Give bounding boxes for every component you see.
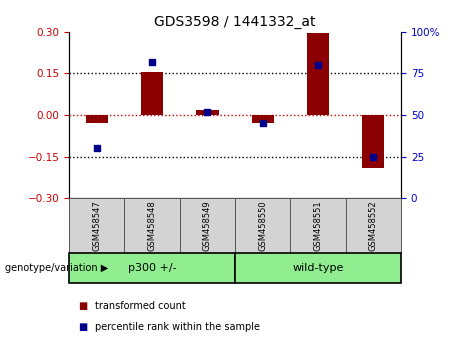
Point [204,109,211,115]
Text: percentile rank within the sample: percentile rank within the sample [95,322,260,332]
Point [148,59,156,65]
Text: ■: ■ [78,322,88,332]
Bar [252,115,274,124]
Bar [362,115,384,168]
Bar [86,115,108,124]
Text: GSM458550: GSM458550 [258,200,267,251]
Text: wild-type: wild-type [292,263,344,273]
Text: GSM458548: GSM458548 [148,200,157,251]
Point [259,120,266,126]
Point [370,154,377,159]
Point [314,62,322,68]
Text: GSM458552: GSM458552 [369,200,378,251]
Title: GDS3598 / 1441332_at: GDS3598 / 1441332_at [154,16,316,29]
Text: p300 +/-: p300 +/- [128,263,177,273]
Text: ■: ■ [78,301,88,311]
Text: GSM458551: GSM458551 [313,200,323,251]
Text: GSM458547: GSM458547 [92,200,101,251]
Text: GSM458549: GSM458549 [203,200,212,251]
Bar [307,33,329,115]
Point [93,145,100,151]
Bar [141,72,163,115]
Text: genotype/variation ▶: genotype/variation ▶ [5,263,108,273]
Text: transformed count: transformed count [95,301,185,311]
Bar [196,109,219,115]
